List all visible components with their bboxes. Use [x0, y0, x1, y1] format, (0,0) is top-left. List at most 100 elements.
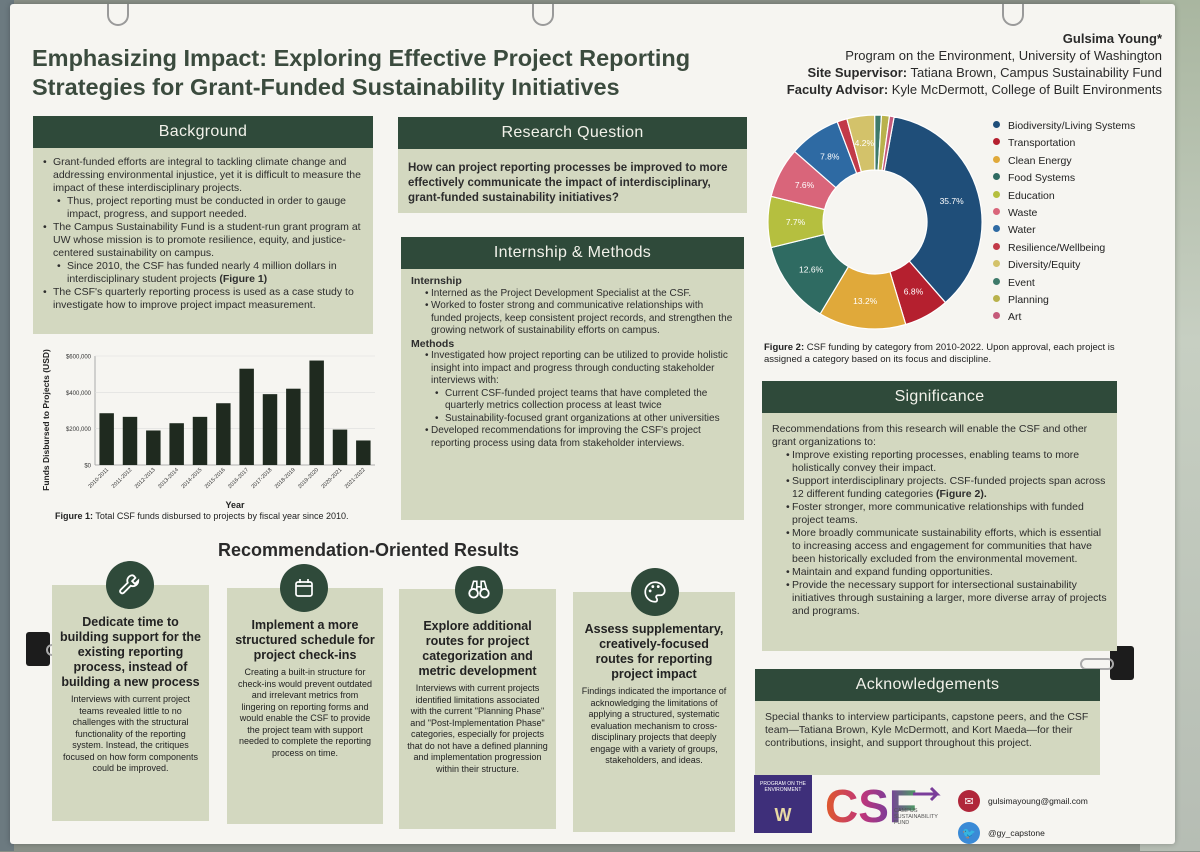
- figure1-x-tick: 2018-2019: [274, 467, 297, 490]
- research-question-heading: Research Question: [398, 117, 747, 149]
- binder-clip-left: [26, 632, 80, 666]
- legend-swatch: [993, 260, 1000, 268]
- legend-swatch: [993, 277, 1000, 285]
- figure2-slice-label: 6.8%: [904, 287, 924, 297]
- legend-swatch: [993, 190, 1000, 198]
- background-heading: Background: [33, 116, 373, 148]
- figure2-legend-item: Biodiversity/Living Systems: [993, 118, 1135, 135]
- research-question-section: Research Question How can project report…: [398, 117, 747, 213]
- figure2-legend-item: Diversity/Equity: [993, 257, 1135, 274]
- figure2-legend-item: Transportation: [993, 135, 1135, 152]
- figure1-x-tick: 2011-2012: [111, 467, 134, 490]
- poster-title: Emphasizing Impact: Exploring Effective …: [32, 45, 691, 100]
- acknowledgements-section: Acknowledgements Special thanks to inter…: [755, 669, 1100, 775]
- figure1-x-tick: 2012-2013: [134, 467, 157, 490]
- figure1-bar: [192, 416, 208, 465]
- significance-section: Significance Recommendations from this r…: [762, 381, 1117, 651]
- background-section: Background Grant-funded efforts are inte…: [33, 116, 373, 334]
- figure1-bar: [286, 388, 301, 465]
- figure1-x-tick: 2015-2016: [204, 467, 227, 490]
- figure1-bar: [122, 416, 138, 465]
- hanging-clip: [107, 4, 129, 26]
- figure2-slice: [881, 115, 895, 172]
- legend-swatch: [993, 121, 1000, 128]
- figure2-slice-label: 7.8%: [820, 152, 840, 162]
- figure2-slice-label: 35.7%: [940, 196, 965, 206]
- figure1-bar: [146, 430, 161, 465]
- figure1-y-tick: $0: [84, 464, 91, 470]
- figure2-legend: Biodiversity/Living Systems Transportatio…: [993, 118, 1135, 327]
- figure2-legend-item: Education: [993, 188, 1135, 205]
- site-supervisor: Tatiana Brown, Campus Sustainability Fun…: [910, 65, 1162, 80]
- figure1-bar-chart: 2010-2011 2011-2012 2012-2013 2013-2014 2014…: [41, 349, 375, 510]
- methods-heading: Internship & Methods: [401, 237, 744, 269]
- figure2-slice: [883, 116, 983, 304]
- figure1-bar: [216, 403, 231, 465]
- figure1-x-tick: 2021-2022: [344, 467, 367, 490]
- figure1-x-tick: 2014-2015: [181, 467, 204, 490]
- figure2-slice-label: 7.7%: [786, 217, 806, 227]
- acknowledgements-heading: Acknowledgements: [755, 669, 1100, 701]
- binoculars-icon: [455, 566, 503, 614]
- figure1-x-tick: 2020-2021: [321, 467, 344, 490]
- figure1-bar: [309, 360, 324, 465]
- figure2-legend-item: Clean Energy: [993, 153, 1135, 170]
- calendar-icon: [280, 564, 328, 612]
- figure2-legend-item: Resilience/Wellbeing: [993, 240, 1135, 257]
- legend-swatch: [993, 208, 1000, 216]
- result-card-4: Assess supplementary, creatively-focused…: [573, 592, 735, 832]
- figure2-legend-item: Water: [993, 222, 1135, 239]
- figure2-donut-chart: 35.7% 6.8% 13.2% 12.6% 7.7% 7.6% 7.8% 4.2%: [767, 114, 983, 330]
- twitter-icon: 🐦: [958, 822, 980, 844]
- legend-swatch: [993, 225, 1000, 233]
- twitter-handle: @gy_capstone: [988, 828, 1045, 838]
- email-address: gulsimayoung@gmail.com: [988, 796, 1088, 806]
- contact-block: ✉ gulsimayoung@gmail.com 🐦 @gy_capstone: [958, 788, 1088, 852]
- figure2-slice-label: 12.6%: [799, 264, 824, 274]
- affiliation: Program on the Environment, University o…: [845, 48, 1162, 63]
- background-body: Grant-funded efforts are integral to tac…: [33, 148, 373, 334]
- significance-heading: Significance: [762, 381, 1117, 413]
- svg-text:CSF: CSF: [825, 780, 917, 830]
- figure1-y-tick: $200,000: [66, 427, 92, 433]
- faculty-advisor: Kyle McDermott, College of Built Environ…: [891, 82, 1162, 97]
- legend-swatch: [993, 295, 1000, 303]
- acknowledgements-text: Special thanks to interview participants…: [755, 701, 1100, 775]
- figure2-legend-item: Waste: [993, 205, 1135, 222]
- authors-block: Gulsima Young* Program on the Environmen…: [786, 31, 1162, 97]
- csf-logo: CSF: [825, 780, 941, 830]
- legend-swatch: [993, 242, 1000, 250]
- figure1-x-tick: 2017-2018: [251, 467, 274, 490]
- figure1-y-axis-label: Funds Disbursed to Projects (USD): [41, 349, 51, 491]
- figure1-bar: [332, 429, 348, 465]
- figure1-caption: Figure 1: Total CSF funds disbursed to p…: [55, 511, 349, 521]
- figure2-legend-item: Art: [993, 309, 1135, 326]
- figure2-caption: Figure 2: CSF funding by category from 2…: [764, 342, 1115, 365]
- legend-swatch: [993, 173, 1000, 181]
- legend-swatch: [993, 312, 1000, 320]
- email-icon: ✉: [958, 790, 980, 812]
- figure1-y-tick: $600,000: [66, 355, 92, 361]
- binder-clip-right: [1080, 646, 1134, 680]
- figure2-slice-label: 4.2%: [855, 138, 875, 148]
- hanging-clip: [1002, 4, 1024, 26]
- figure1-x-tick: 2013-2014: [157, 467, 180, 490]
- significance-body: Recommendations from this research will …: [762, 413, 1117, 651]
- figure2-slice-label: 7.6%: [795, 180, 815, 190]
- result-card-3: Explore additional routes for project ca…: [399, 589, 556, 829]
- figure1-bar: [169, 423, 184, 465]
- figure2-legend-item: Event: [993, 275, 1135, 292]
- methods-body: Internship Interned as the Project Devel…: [401, 269, 744, 520]
- hanging-clip: [532, 4, 554, 26]
- results-heading: Recommendation-Oriented Results: [218, 540, 520, 560]
- figure2-slice-label: 13.2%: [853, 296, 878, 306]
- research-question-text: How can project reporting processes be i…: [398, 149, 747, 213]
- wrench-icon: [106, 561, 154, 609]
- figure1-x-axis-label: Year: [225, 500, 245, 510]
- author-name: Gulsima Young*: [1062, 31, 1162, 46]
- uw-program-logo: PROGRAM ON THE ENVIRONMENT W: [754, 775, 812, 833]
- figure1-bar: [356, 440, 371, 465]
- figure2-legend-item: Planning: [993, 292, 1135, 309]
- figure1-y-tick: $400,000: [66, 391, 92, 397]
- palette-icon: [631, 568, 679, 616]
